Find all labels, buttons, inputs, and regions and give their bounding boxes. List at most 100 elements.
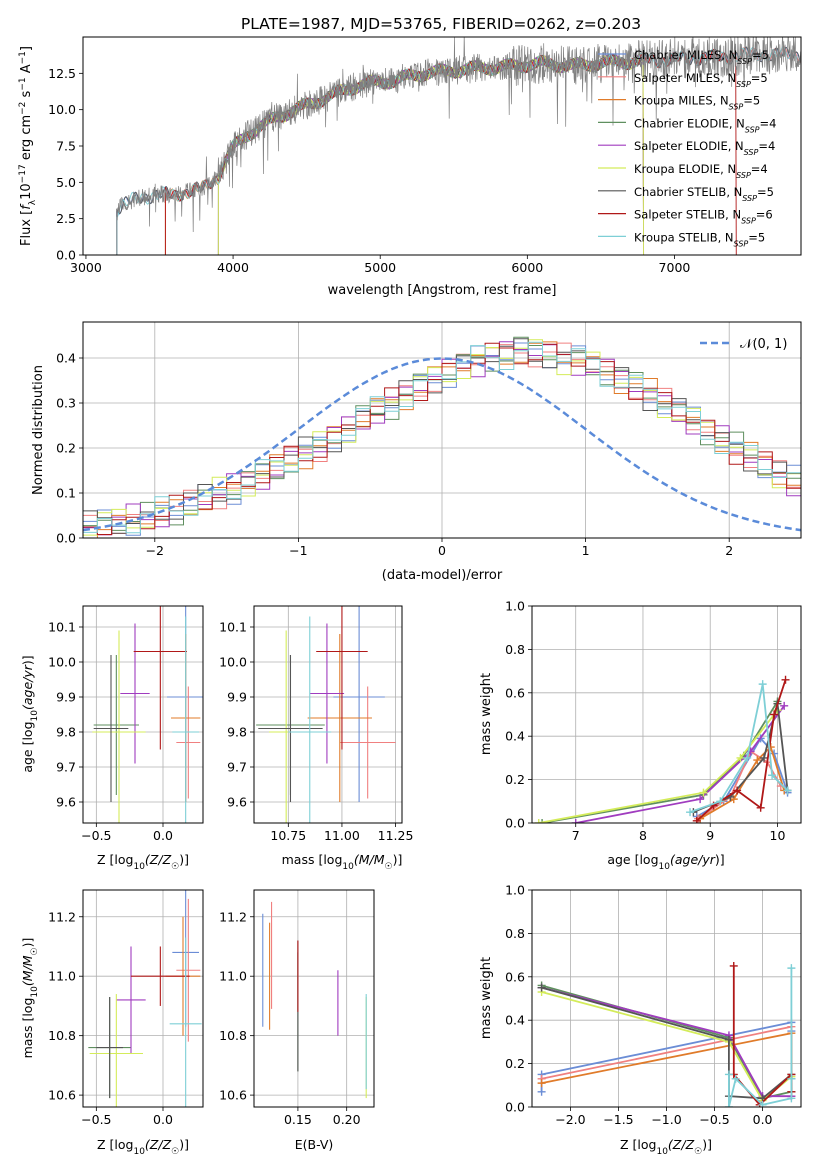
label-part: ☉ [385, 862, 393, 872]
legend-subscript: SSP [736, 79, 751, 88]
x-tick-label: 7 [572, 828, 580, 843]
x-tick-label: 10.75 [270, 828, 306, 843]
legend-entry: 𝒩(0, 1) [740, 337, 787, 352]
mass-weight-point [753, 756, 762, 765]
legend-entry: Chabrier STELIB, NSSP=5 [634, 185, 774, 203]
legend-nssp: =4 [758, 139, 775, 153]
mass-weight-point [787, 1094, 796, 1103]
label-part: (Z/Z [145, 1137, 172, 1152]
label-part: A [19, 64, 34, 77]
mass-weight-point [743, 753, 752, 762]
mass-weight-point [538, 819, 547, 823]
y-tick-label: 0.2 [56, 441, 76, 456]
mass-weight-point [768, 771, 777, 780]
y-tick-label: 10.0 [48, 655, 76, 670]
panel-mass-weight-vs-Z: −2.0 −1.5 −1.0 −0.5 0.0 0.0 0.2 0.4 0.6 0.8 1.0 Z [… [479, 883, 802, 1157]
axes-frame [82, 605, 204, 824]
label-part: age [log [20, 721, 35, 772]
y-tick-label: 1.0 [505, 883, 525, 898]
legend-model-name: Kroupa MILES, N [634, 94, 729, 108]
x-axis-label: mass [log10(M/M☉)] [282, 852, 403, 872]
label-part: s [19, 90, 34, 101]
label-part: (Z/Z [145, 852, 172, 867]
axes-frame [531, 605, 802, 824]
mass-weight-point [780, 701, 789, 710]
x-axis-label: Z [log10(Z/Z☉)] [97, 1137, 189, 1157]
mass-weight-point [770, 710, 779, 719]
mass-weight-point [787, 1074, 796, 1083]
y-tick-label: 0.0 [505, 816, 525, 831]
legend-entry: Chabrier ELODIE, NSSP=4 [634, 116, 776, 133]
mass-weight-point [760, 753, 769, 762]
panel-spectrum: 3000 4000 5000 6000 7000 0.0 2.5 5.0 7.5 10.0 12.5… [18, 36, 802, 298]
legend-nssp: =4 [760, 116, 777, 130]
y-tick-label: 5.0 [56, 175, 76, 190]
x-tick-label: 5000 [364, 260, 396, 275]
mass-weight-point [781, 675, 790, 684]
y-axis-label: Normed distribution [31, 365, 46, 495]
y-tick-label: 10.6 [219, 1088, 247, 1103]
normal-reference-curve [83, 357, 801, 532]
legend-entry: Chabrier MILES, NSSP=5 [634, 48, 769, 66]
label-part: mass [log [20, 998, 35, 1059]
label-part: −17 [18, 164, 28, 183]
mass-weight-point [729, 961, 738, 970]
mass-weight-point [716, 797, 725, 806]
y-tick-label: 9.6 [56, 795, 76, 810]
y-tick-label: 0.4 [56, 351, 76, 366]
label-part: )] [715, 852, 725, 867]
x-axis-label: wavelength [Angstrom, rest frame] [328, 283, 557, 298]
x-tick-label: 6000 [511, 260, 543, 275]
x-tick-label: −0.5 [699, 1112, 729, 1127]
legend-subscript: SSP [742, 193, 757, 202]
y-tick-label: 10.0 [48, 102, 76, 117]
label-part: )] [179, 852, 189, 867]
label-part: ☉ [694, 1147, 702, 1157]
mass-weight-line [689, 683, 789, 813]
legend-nssp: =5 [752, 48, 769, 62]
label-part: 10 [659, 862, 671, 872]
mass-weight-point [724, 1070, 733, 1079]
panel-residuals: −2 −1 0 1 2 0.0 0.1 0.2 0.3 0.4 (data-model)/error… [31, 321, 802, 583]
x-axis-label: E(B-V) [295, 1137, 334, 1152]
residual-histogram [83, 336, 801, 531]
x-tick-label: −1.5 [603, 1112, 633, 1127]
mass-weight-point [724, 1035, 733, 1044]
panel-mass-vs-EBV: 0.15 0.20 10.6 10.8 11.0 11.2 E(B-V) [219, 889, 375, 1152]
legend-model-name: Salpeter STELIB, N [634, 208, 741, 222]
observed-spectrum-line [116, 37, 801, 255]
y-tick-label: 0.4 [505, 729, 525, 744]
y-tick-label: 0.2 [505, 1056, 525, 1071]
legend-entry: Salpeter MILES, NSSP=5 [634, 71, 768, 89]
mass-weight-point [537, 983, 546, 992]
y-tick-label: 9.8 [227, 725, 247, 740]
legend-entry: Kroupa STELIB, NSSP=5 [634, 230, 765, 248]
x-axis-label: age [log10(age/yr)] [607, 852, 724, 872]
plot-area [88, 890, 202, 1107]
mass-weight-point [537, 1087, 546, 1096]
y-axis-label: Flux [fλ10−17 erg cm−2 s−1 A−1] [18, 46, 38, 246]
plot-area [537, 961, 796, 1107]
legend-subscript: SSP [741, 216, 756, 225]
label-part: (age/yr [670, 852, 716, 867]
label-part: )] [393, 852, 403, 867]
label-part: Flux [ [19, 210, 34, 246]
mass-weight-point [692, 816, 701, 823]
y-tick-label: 11.2 [48, 909, 76, 924]
y-tick-label: 0.2 [505, 772, 525, 787]
residual-histogram [83, 341, 801, 534]
label-part: ☉ [171, 862, 179, 872]
y-tick-label: 0.6 [505, 969, 525, 984]
label-part: 10 [30, 986, 40, 998]
mass-weight-line [541, 986, 792, 1098]
y-tick-label: 12.5 [48, 66, 76, 81]
mass-weight-point [787, 964, 796, 973]
label-part: −2 [18, 102, 28, 115]
axes-frame [253, 605, 403, 824]
label-part: Z [log [97, 852, 133, 867]
y-tick-label: 10.1 [219, 620, 247, 635]
x-tick-label: 2 [725, 543, 733, 558]
mass-weight-line [696, 679, 787, 822]
y-tick-label: 9.9 [227, 690, 247, 705]
mass-weight-point [758, 680, 767, 689]
